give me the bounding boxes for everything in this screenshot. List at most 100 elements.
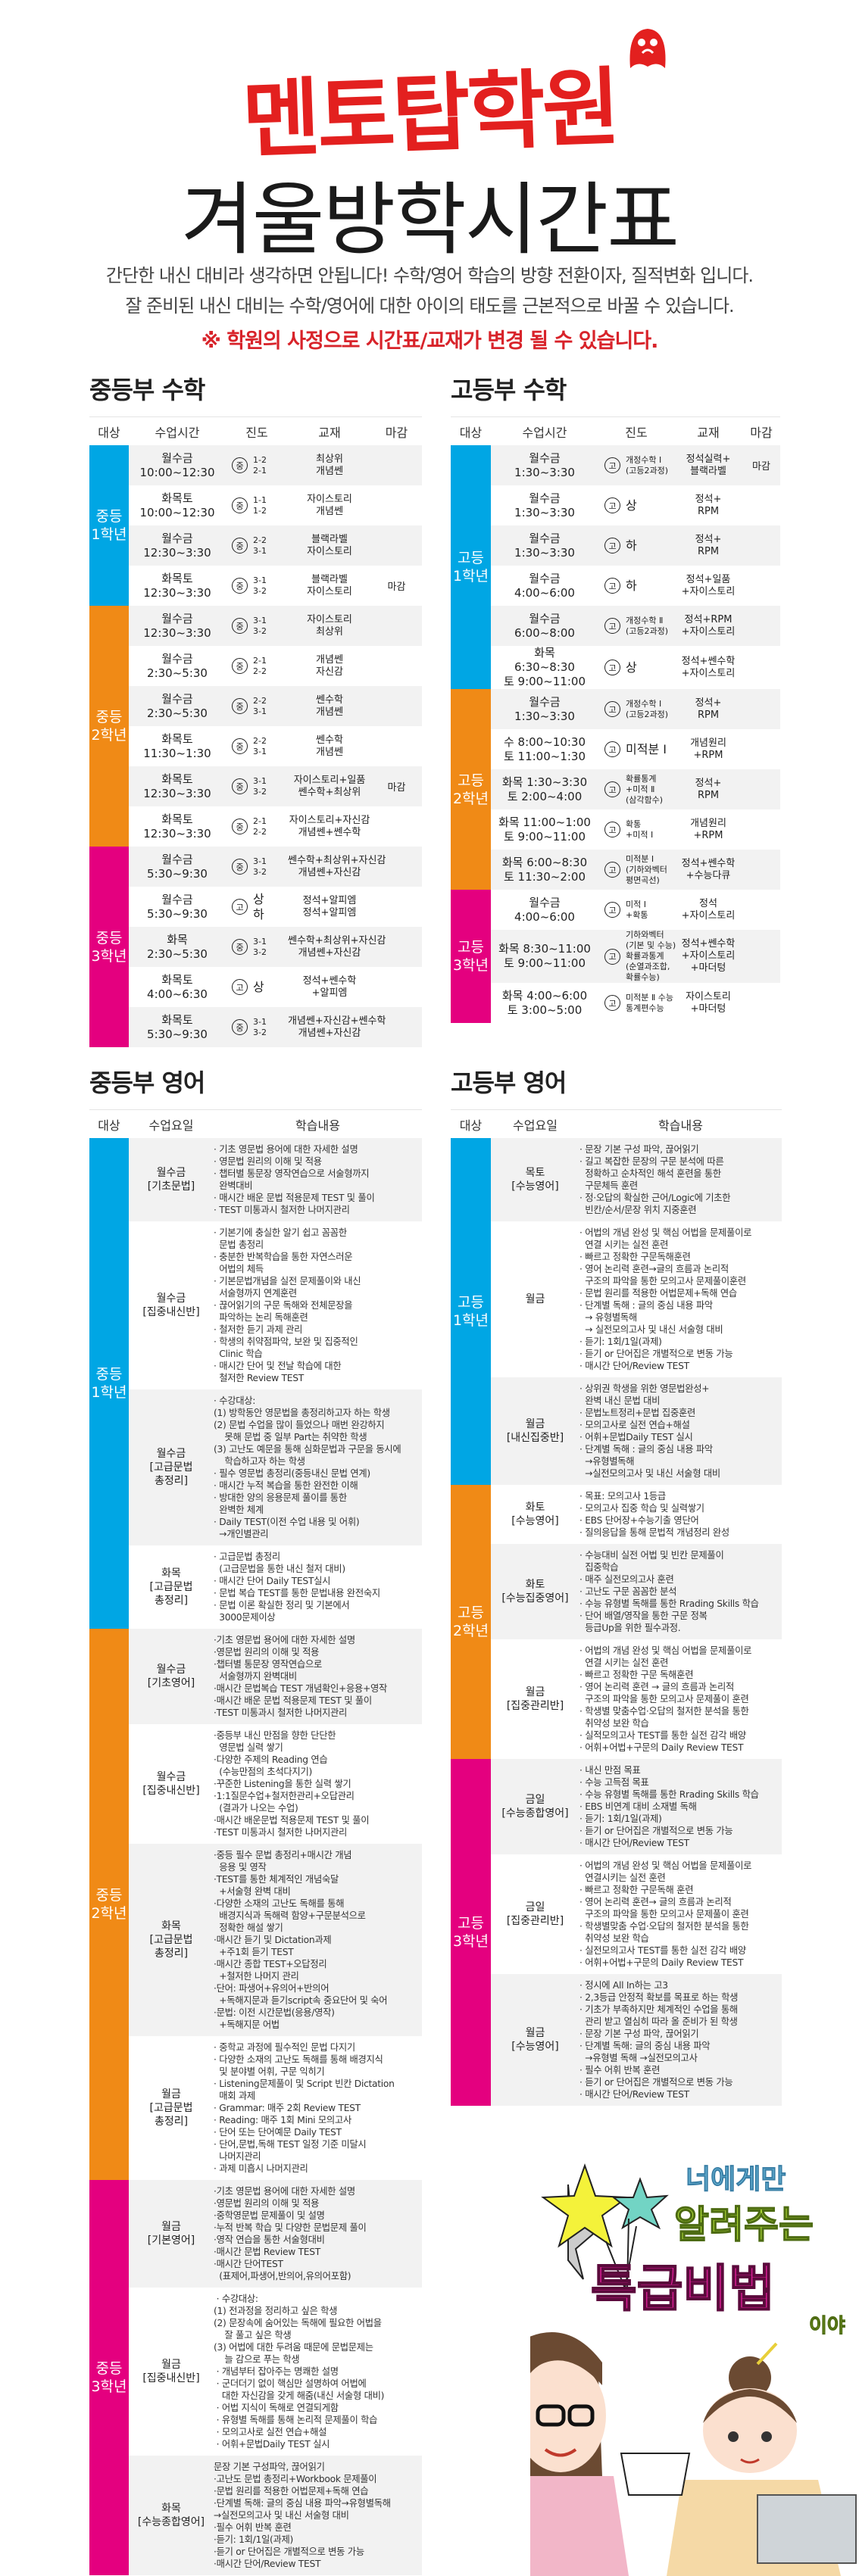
- content-line: · 개념부터 잡아주는 명쾌한 설명: [214, 2366, 339, 2377]
- class-time: 화목 6:00~8:30 토 11:30~2:00: [501, 855, 588, 884]
- content-line: ·누적 반복 학습 및 다양한 문법문제 풀이: [214, 2222, 367, 2233]
- content-line: ·매시간 듣기 및 Dictation과제: [214, 1935, 332, 1945]
- content-line: · 충분한 반복학습을 통한 자연스러운: [214, 1252, 353, 1262]
- textbook: 자이스토리 개념쎈: [307, 493, 352, 517]
- class-days: 금일 [집중관리반]: [506, 1901, 564, 1927]
- class-time: 화목 2:30~5:30: [147, 932, 208, 961]
- content-line: +주1회 듣기 TEST: [214, 1947, 294, 1957]
- group-rows: 화토 [수능영어] · 목표: 모의고사 1등급 · 모의고사 집중 학습 및 실력…: [491, 1485, 782, 1759]
- middle-school-badge: 중: [232, 658, 248, 674]
- promo-cartoon: 너에게만 알려주는 특급비법 이야: [530, 2163, 857, 2576]
- table-row: 화토 [수능집중영어] · 수능대비 실전 어법 및 빈칸 문제풀이 집중학습 · …: [491, 1544, 782, 1639]
- progress: 개정수학 Ⅱ (고등2과정): [626, 615, 669, 636]
- learning-content: · 정시에 All In하는 고3 · 2,3등급 안정적 확보를 목표로 하는 …: [579, 1979, 782, 2100]
- progress-cell: 고 개정수학 Ⅱ (고등2과정): [598, 616, 674, 637]
- content-line: ·단계별 독해: 글의 중심 내용 파악→유형별독해: [214, 2498, 391, 2509]
- content-line: →개인별관리: [214, 1529, 269, 1539]
- content-line: →유형별 독해 →실전모의고사: [579, 2053, 698, 2063]
- column-header: 대상: [98, 425, 120, 440]
- content-line: · 단계별 독해: 글의 중심 내용 파악: [579, 2041, 711, 2051]
- textbook: 쎈수학 개념쎈: [316, 734, 343, 758]
- progress-cell: 고 미적분 Ⅰ (기하와벡터 평면곡선): [598, 854, 674, 886]
- textbook: 최상위 개념쎈: [316, 453, 343, 477]
- column-header: 수업시간: [155, 425, 200, 440]
- high-school-badge: 고: [604, 701, 620, 717]
- content-line: ·매시간 단어/Review TEST: [214, 2559, 321, 2569]
- learning-content: · 상위권 학생을 위한 영문법완성+ 완벽 내신 문법 대비 · 문법노트정리+…: [579, 1383, 782, 1480]
- content-line: · TEST 미통과시 철저한 나머지관리: [214, 1205, 350, 1215]
- high-school-badge: 고: [604, 660, 620, 675]
- class-days: 월수금 [집중내신반]: [142, 1771, 200, 1797]
- class-time: 화목토 5:30~9:30: [147, 1012, 208, 1041]
- table-row: 월금 [집중내신반] · 수강대상: (1) 전과정을 정리하고 싶은 학생 (2)…: [129, 2288, 422, 2456]
- class-time: 월수금 2:30~5:30: [147, 651, 208, 680]
- progress: 2-2 3-1: [253, 535, 267, 556]
- progress: 하: [626, 538, 637, 553]
- content-line: 완벽 내신 문법 대비: [579, 1396, 661, 1406]
- class-days: 화목 [고급문법 총정리]: [149, 1567, 193, 1607]
- high-school-badge: 고: [604, 578, 620, 594]
- grade-label: 중등 2학년: [89, 1629, 129, 2180]
- content-line: ·문법 원리를 적용한 어법문제+독해 연습: [214, 2486, 369, 2496]
- progress: 1-2 2-1: [253, 454, 267, 476]
- content-line: 학습하고자 하는 학생: [214, 1456, 305, 1467]
- table-header: 대상 수업시간 진도 교재 마감: [89, 416, 422, 445]
- content-line: · 모의고사로 실전 연습+해설: [579, 1420, 690, 1430]
- column-header: 교재: [318, 425, 341, 440]
- content-line: · 매시간 배운 문법 적용문제 TEST 및 풀이: [214, 1193, 375, 1203]
- table-row: 월수금 1:30~3:30 고 상 정석+ RPM: [491, 485, 780, 525]
- content-line: ·문법: 이전 시간문법(응용/영작): [214, 2007, 335, 2018]
- progress: 개정수학 Ⅰ (고등2과정): [626, 698, 669, 719]
- class-days: 금일 [수능종합영어]: [501, 1794, 569, 1820]
- content-line: · 문장 기본 구성 파악, 끊어읽기: [579, 2029, 699, 2039]
- content-line: →유형별독해: [579, 1456, 635, 1467]
- grade-group: 중등 1학년 월수금 [기초문법] · 기초 영문법 용어에 대한 자세한 설명 · …: [89, 1138, 422, 1629]
- content-line: · 정시에 All In하는 고3: [579, 1980, 668, 1991]
- class-time: 월수금 1:30~3:30: [514, 491, 575, 519]
- content-line: →실전모의고사 및 내신 서술형 대비: [579, 1468, 720, 1479]
- content-line: · 모의고사 집중 학습 및 실력쌓기: [579, 1503, 704, 1514]
- content-line: (2) 문법 수업을 많이 들었으나 매번 완강하지: [214, 1420, 385, 1430]
- section-title: 고등부 영어: [451, 1068, 567, 1097]
- content-line: · 매시간 단어/Review TEST: [579, 2089, 689, 2100]
- content-line: · 챕터별 통문장 영작연습으로 서술형까지: [214, 1168, 370, 1179]
- subtitle: 잘 준비된 내신 대비는 수학/영어에 대한 아이의 태도를 근본적으로 바꿀 …: [125, 295, 734, 317]
- class-time: 화목토 10:00~12:30: [139, 491, 215, 519]
- content-line: (2) 문장속에 숨어있는 독해에 필요한 어법을: [214, 2318, 382, 2328]
- content-line: · 듣기 or 단어집은 개별적으로 변동 가능: [579, 1349, 733, 1359]
- middle-school-badge: 중: [232, 819, 248, 834]
- grade-group: 고등 1학년 목토 [수능영어] · 문장 기본 구성 파악, 끊어읽기 · 길고 복…: [451, 1138, 782, 1485]
- grade-label: 고등 3학년: [451, 890, 491, 1023]
- content-line: ·중학영문법 문제풀이 및 설명: [214, 2210, 325, 2221]
- high-school-badge: 고: [604, 822, 620, 837]
- progress: 미적분 Ⅰ: [626, 741, 667, 756]
- textbook: 정석 +자이스토리: [681, 897, 736, 922]
- content-line: · 고난도 구문 꼼꼼한 분석: [579, 1586, 677, 1597]
- content-line: → 실전모의고사 및 내신 서술형 대비: [579, 1324, 723, 1335]
- textbook: 개념원리 +RPM: [690, 737, 726, 761]
- group-rows: 월금 [기본영어] ·기초 영문법 용어에 대한 자세한 설명 ·영문법 원리의 이…: [129, 2180, 422, 2575]
- content-line: · 방대한 양의 응용문제 풀이를 통한: [214, 1492, 347, 1503]
- content-line: · 모의고사로 실전 연습+해설: [214, 2427, 327, 2437]
- content-line: ·챕터별 통문장 영작연습으로: [214, 1659, 322, 1670]
- group-rows: 월수금 [기초영어] ·기초 영문법 용어에 대한 자세한 설명 ·영문법 원리의 …: [129, 1629, 422, 2180]
- textbook: 정석+알피엠 정석+알피엠: [302, 894, 357, 918]
- content-line: · Listening문제풀이 및 Script 빈칸 Dictation: [214, 2079, 395, 2089]
- grade-group: 중등 2학년 월수금 12:30~3:30 중 3-1 3-2 자이스토리 최상위 월수금…: [89, 606, 422, 847]
- high-school-badge: 고: [604, 741, 620, 757]
- textbook: 정석+RPM +자이스토리: [681, 613, 736, 638]
- progress-cell: 고 미적 Ⅰ +확통: [598, 900, 674, 921]
- content-line: ·다양한 소재의 고난도 독해를 통해: [214, 1898, 345, 1909]
- textbook: 정석+ RPM: [695, 533, 722, 557]
- table-row: 월금 · 어법의 개념 완성 및 핵심 어법을 문제풀이로 연결 시키는 실전 훈…: [491, 1221, 782, 1377]
- content-line: 늘 감으로 푸는 학생: [214, 2354, 300, 2365]
- content-line: (1) 방학동안 영문법을 총정리하고자 하는 학생: [214, 1408, 390, 1418]
- content-line: 서술형까지 완벽대비: [214, 1671, 297, 1682]
- content-line: · 어법 지식이 독해로 연결되게함: [214, 2403, 339, 2413]
- progress: 3-1 3-2: [253, 936, 267, 957]
- content-line: 집중학습: [579, 1562, 619, 1573]
- textbook: 정석실력+ 블랙라벨: [686, 453, 731, 477]
- grade-label: 고등 2학년: [451, 689, 491, 890]
